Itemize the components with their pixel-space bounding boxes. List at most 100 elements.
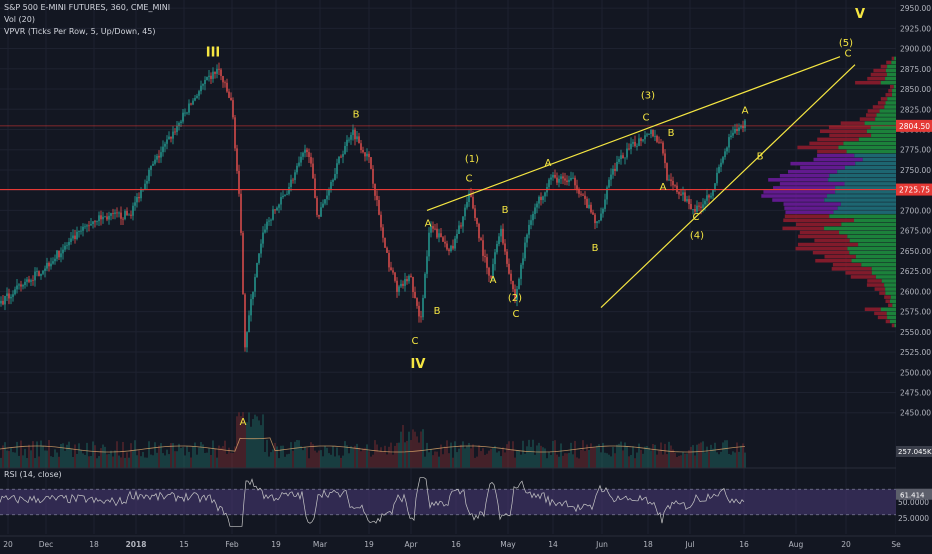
candle-body (404, 279, 406, 286)
volume-bar (596, 445, 598, 468)
candle-body (438, 233, 440, 238)
vpvr-row-down (815, 258, 852, 263)
volume-bar (168, 454, 170, 468)
vpvr-row-up (862, 157, 896, 162)
candle-body (262, 232, 264, 244)
candle-body (650, 130, 652, 135)
vpvr-row-up (889, 299, 896, 303)
rsi-indicator-label[interactable]: RSI (14, close) (4, 470, 62, 479)
candle-body (368, 153, 370, 158)
candle-body (562, 176, 564, 179)
vpvr-row-up (875, 117, 896, 121)
candle-body (78, 231, 80, 232)
candle-body (370, 157, 372, 169)
candle-body (164, 143, 166, 147)
volume-bar (394, 445, 396, 468)
candle-body (664, 153, 666, 164)
candle-body (574, 177, 576, 186)
candle-body (480, 238, 482, 241)
volume-bar (424, 456, 426, 468)
candle-body (282, 195, 284, 198)
volume-indicator-label[interactable]: Vol (20) (4, 15, 35, 24)
volume-bar (696, 444, 698, 468)
candle-body (188, 103, 190, 113)
candle-body (616, 161, 618, 171)
vpvr-row-down (788, 169, 838, 174)
volume-bar (244, 423, 246, 468)
candle-body (176, 125, 178, 133)
candle-body (716, 172, 718, 184)
candle-body (538, 196, 540, 204)
vpvr-row-up (891, 93, 896, 97)
candle-body (24, 281, 26, 286)
volume-bar (470, 448, 472, 468)
volume-bar (26, 458, 28, 468)
volume-bar (436, 451, 438, 468)
vpvr-row-up (871, 271, 896, 275)
vpvr-row-up (891, 60, 896, 65)
volume-bar (350, 446, 352, 468)
volume-bar (474, 457, 476, 468)
grid-lines (0, 0, 897, 534)
volume-bar (670, 445, 672, 468)
volume-bar (472, 444, 474, 468)
candle-body (390, 267, 392, 271)
symbol-title[interactable]: S&P 500 E-MINI FUTURES, 360, CME_MINI (4, 3, 171, 12)
volume-bar (488, 450, 490, 468)
price-tick-label: 2650.00 (900, 247, 931, 256)
price-axis: 2450.00 2475.00 2500.00 2525.00 2550.00 2575.… (896, 0, 932, 550)
volume-bar (180, 448, 182, 468)
candle-body (230, 97, 232, 101)
volume-bar (2, 445, 4, 468)
candle-body (30, 280, 32, 282)
volume-bar (352, 448, 354, 468)
volume-bar (124, 457, 126, 468)
volume-bar (408, 431, 410, 468)
vpvr-row-down (809, 141, 844, 146)
volume-bar (322, 456, 324, 468)
candle-body (416, 298, 418, 306)
vpvr-row-down (859, 117, 876, 121)
wave-label: (5) (839, 38, 853, 49)
candle-body (550, 177, 552, 180)
candle-body (56, 250, 58, 259)
volume-bar (232, 452, 234, 468)
wave-label: A (660, 182, 667, 193)
time-tick-label: 16 (739, 540, 749, 549)
volume-bar (122, 441, 124, 468)
vpvr-row-down (782, 226, 825, 231)
vpvr-row-up (844, 182, 896, 186)
volume-bar (132, 451, 134, 468)
candle-body (446, 243, 448, 250)
candle-body (244, 294, 246, 348)
volume-bar (556, 454, 558, 468)
candle-body (122, 218, 124, 220)
vpvr-indicator-label[interactable]: VPVR (Ticks Per Row, 5, Up/Down, 45) (4, 27, 156, 36)
vpvr-row-down (763, 190, 836, 194)
volume-bar (276, 446, 278, 468)
vpvr-row-up (824, 198, 896, 202)
price-tick-label: 2550.00 (900, 328, 931, 337)
candle-body (212, 71, 214, 79)
volume-bar (328, 453, 330, 468)
candle-body (280, 197, 282, 205)
price-tick-label: 2775.00 (900, 146, 931, 155)
candle-body (106, 216, 108, 220)
candle-body (718, 166, 720, 173)
vpvr-row-up (880, 80, 896, 85)
volume-bar (246, 422, 248, 468)
volume-bar (48, 439, 50, 468)
volume-bar (22, 455, 24, 468)
volume-bar (140, 456, 142, 468)
time-tick-label: 2018 (126, 540, 147, 549)
candle-body (352, 129, 354, 135)
volume-bar (396, 442, 398, 468)
candle-body (266, 221, 268, 230)
candle-body (704, 200, 706, 205)
volume-bar (664, 443, 666, 468)
candle-body (308, 152, 310, 158)
wave-label: C (466, 173, 473, 184)
volume-bar (274, 442, 276, 468)
